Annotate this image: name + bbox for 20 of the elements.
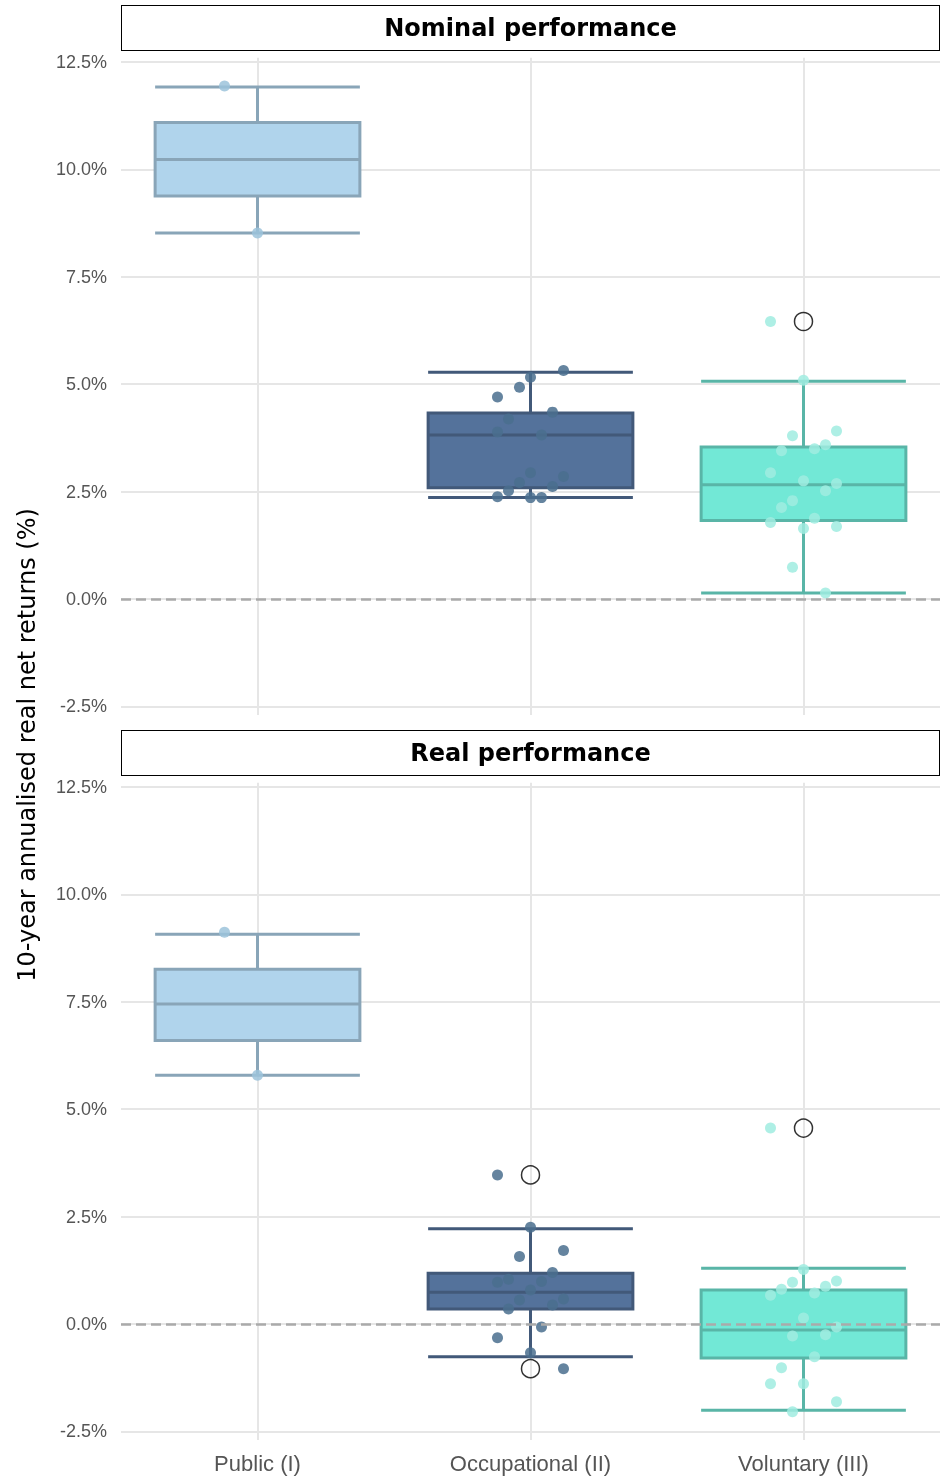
y-tick-label: 2.5% [65,1206,107,1227]
y-tick-label: 2.5% [65,481,107,502]
y-tick-label: 10.0% [55,159,107,180]
chart-title: Nominal performance [121,5,940,51]
y-tick-label: 5.0% [65,374,107,395]
y-tick-label: 12.5% [55,777,107,797]
y-tick-label: -2.5% [59,1421,107,1442]
y-tick-label: 12.5% [55,52,107,72]
y-tick-label: -2.5% [59,696,107,717]
x-tick-label: Voluntary (III) [738,1450,869,1476]
y-axis-title: 10-year annualised real net returns (%) [13,508,41,982]
y-tick-label: 10.0% [55,884,107,905]
y-tick-label: 7.5% [65,991,107,1012]
chart-title: Real performance [121,730,940,776]
x-tick-label: Occupational (II) [449,1450,612,1476]
y-tick-label: 7.5% [65,266,107,287]
x-tick-label: Public (I) [214,1450,301,1476]
y-tick-label: 0.0% [65,1314,107,1335]
y-tick-label: 0.0% [65,589,107,610]
y-tick-label: 5.0% [65,1099,107,1120]
